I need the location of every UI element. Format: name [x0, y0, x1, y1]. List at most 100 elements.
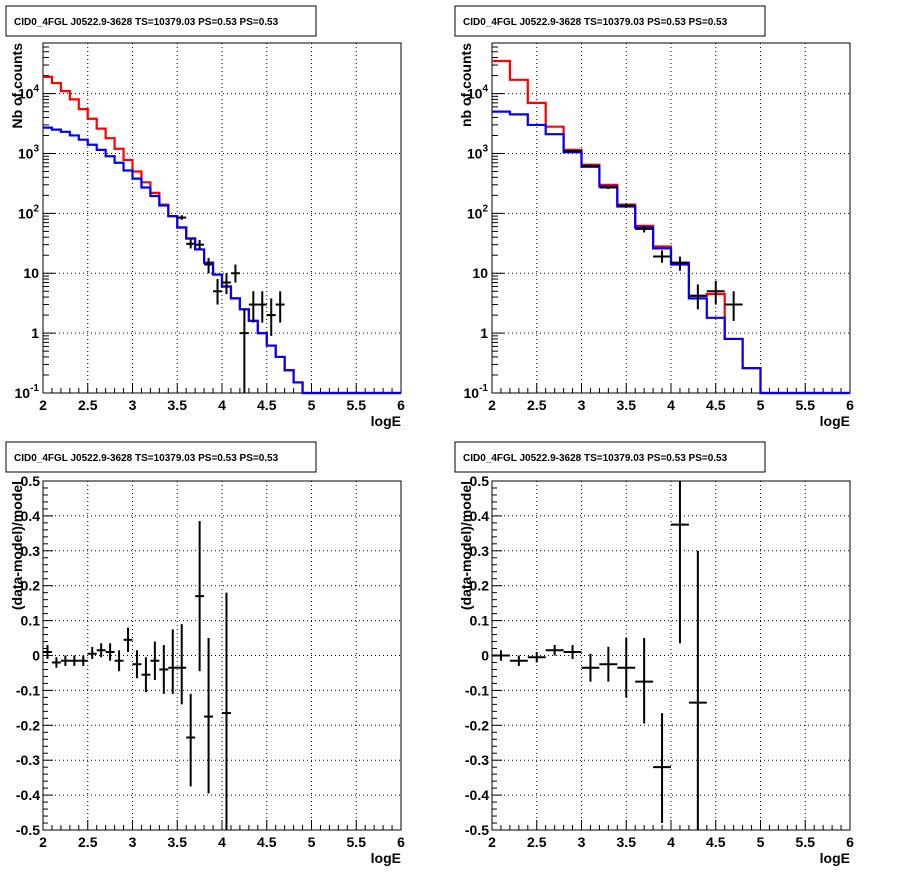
y-axis-title: (data-model)/model [9, 481, 25, 610]
title-box [5, 441, 317, 473]
panel-3: CID0_4FGL J0522.9-3628 TS=10379.03 PS=0.… [5, 441, 405, 866]
y-tick-label: -0.4 [16, 787, 40, 803]
data-point [527, 652, 546, 663]
panel-4: CID0_4FGL J0522.9-3628 TS=10379.03 PS=0.… [454, 441, 854, 866]
y-tick-label: 102 [18, 203, 40, 221]
data-point [132, 650, 142, 679]
data-point [213, 279, 222, 305]
data-point [43, 645, 52, 659]
title-box [5, 5, 317, 37]
x-axis-title: logE [820, 413, 850, 429]
y-tick-label: -0.3 [16, 752, 40, 768]
y-tick-label: -0.3 [465, 752, 489, 768]
data-point [159, 645, 169, 694]
data-point [617, 203, 636, 208]
x-tick-label: 6 [397, 834, 405, 850]
y-tick-label: 0.3 [470, 543, 490, 559]
panel-2: CID0_4FGL J0522.9-3628 TS=10379.03 PS=0.… [454, 5, 854, 429]
x-tick-label: 2 [39, 834, 47, 850]
y-tick-label: 0.5 [21, 473, 41, 489]
data-point [275, 291, 285, 323]
title-box [454, 441, 766, 473]
data-point [51, 657, 61, 668]
data-point [195, 239, 205, 250]
y-tick-label: 0.1 [21, 613, 41, 629]
data-point [69, 655, 79, 666]
data-point [635, 225, 654, 233]
y-tick-label: -0.4 [465, 787, 489, 803]
data-point [204, 257, 214, 274]
panel-1: CID0_4FGL J0522.9-3628 TS=10379.03 PS=0.… [5, 5, 405, 429]
y-tick-label: 0 [481, 648, 489, 664]
x-tick-label: 5 [757, 397, 765, 413]
x-tick-label: 2.5 [527, 834, 547, 850]
data-point [222, 592, 231, 830]
data-point [96, 643, 106, 658]
data-point [248, 291, 258, 323]
y-tick-label: 1 [480, 325, 488, 341]
y-tick-label: 103 [467, 143, 489, 161]
data-point [617, 638, 636, 698]
data-point [150, 641, 160, 680]
x-tick-label: 5 [757, 834, 765, 850]
model-step-red [43, 75, 401, 395]
x-tick-label: 5.5 [796, 397, 816, 413]
y-tick-label: 0.4 [21, 508, 41, 524]
data-point [563, 149, 582, 153]
x-tick-label: 3 [578, 397, 586, 413]
data-point [671, 256, 689, 271]
data-point [266, 298, 276, 336]
y-tick-label: 103 [18, 143, 40, 161]
x-tick-label: 4.5 [706, 834, 726, 850]
x-tick-label: 3.5 [168, 397, 188, 413]
y-tick-label: 10 [472, 265, 488, 281]
data-point [177, 215, 187, 220]
y-axis-title: (data-model)/model [458, 481, 474, 610]
y-tick-label: -0.1 [16, 682, 40, 698]
y-tick-label: -0.1 [465, 682, 489, 698]
x-tick-label: 3 [129, 834, 137, 850]
x-tick-label: 2 [488, 397, 496, 413]
data-point [105, 643, 115, 661]
x-tick-label: 5.5 [347, 397, 367, 413]
panel-title: CID0_4FGL J0522.9-3628 TS=10379.03 PS=0.… [14, 453, 279, 464]
data-point [688, 550, 707, 830]
panel-title: CID0_4FGL J0522.9-3628 TS=10379.03 PS=0.… [463, 17, 728, 28]
x-tick-label: 5.5 [796, 834, 816, 850]
model-step-blue [492, 110, 850, 395]
x-tick-label: 2.5 [78, 397, 98, 413]
x-tick-label: 3 [129, 397, 137, 413]
panel-title: CID0_4FGL J0522.9-3628 TS=10379.03 PS=0.… [14, 17, 279, 28]
data-point [257, 291, 267, 323]
x-tick-label: 5.5 [347, 834, 367, 850]
data-point [78, 655, 88, 666]
y-tick-label: 0.2 [21, 578, 41, 594]
data-point [581, 164, 600, 168]
x-tick-label: 4.5 [257, 834, 277, 850]
data-point [581, 653, 600, 682]
data-point [123, 627, 133, 653]
y-tick-label: 10-1 [464, 383, 489, 401]
x-tick-label: 6 [397, 397, 405, 413]
y-tick-label: 10 [23, 265, 39, 281]
data-point [186, 693, 196, 787]
x-tick-label: 4 [218, 397, 226, 413]
x-tick-label: 6 [846, 834, 854, 850]
x-tick-label: 5 [308, 397, 316, 413]
x-tick-label: 3.5 [168, 834, 188, 850]
data-point [563, 645, 582, 659]
y-tick-label: -0.5 [16, 822, 40, 838]
y-tick-label: 102 [467, 203, 489, 221]
x-tick-label: 5 [308, 834, 316, 850]
panel-title: CID0_4FGL J0522.9-3628 TS=10379.03 PS=0.… [463, 453, 728, 464]
data-point [653, 250, 671, 263]
y-tick-label: 104 [467, 84, 489, 102]
y-tick-label: 0.4 [470, 508, 490, 524]
y-tick-label: 0 [32, 648, 40, 664]
data-point [671, 481, 689, 644]
x-tick-label: 2 [488, 834, 496, 850]
x-tick-label: 2 [39, 397, 47, 413]
data-point [706, 280, 725, 305]
x-tick-label: 2.5 [78, 834, 98, 850]
x-tick-label: 4 [667, 834, 675, 850]
